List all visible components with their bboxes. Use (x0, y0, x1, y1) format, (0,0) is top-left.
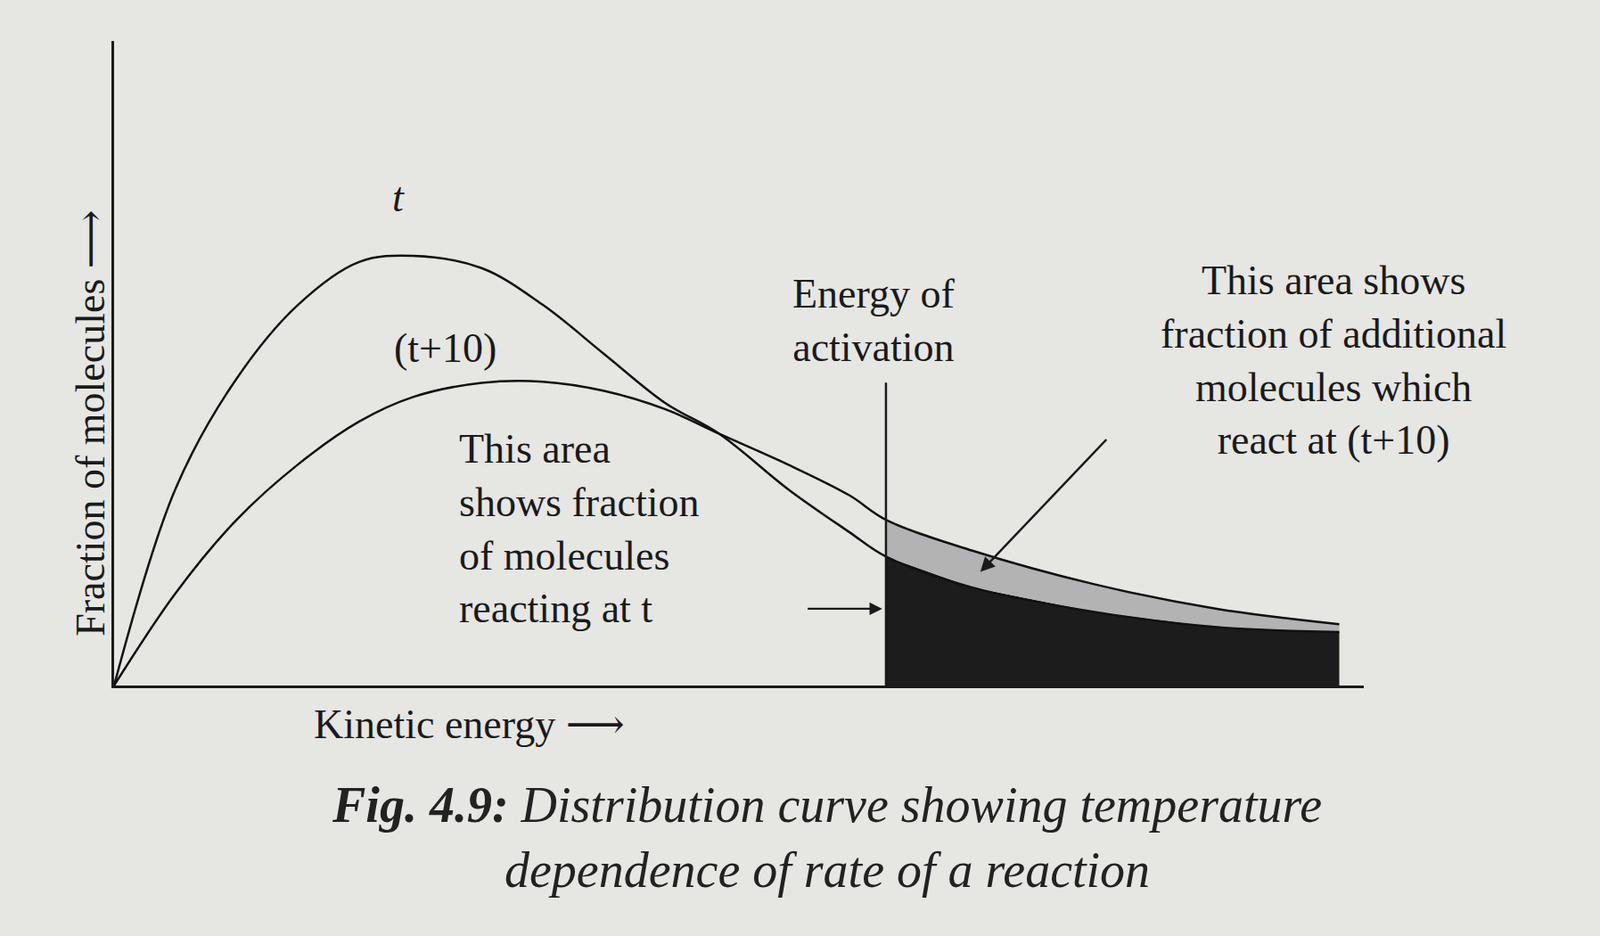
svg-text:This area showsfraction of add: This area showsfraction of additionalmol… (1160, 257, 1507, 463)
svg-text:t: t (392, 174, 405, 221)
svg-text:Kinetic energy ⟶: Kinetic energy ⟶ (313, 701, 625, 747)
svg-text:Fig. 4.9: Distribution curve s: Fig. 4.9: Distribution curve showing tem… (331, 777, 1322, 898)
svg-text:Energy ofactivation: Energy ofactivation (792, 270, 956, 370)
svg-text:This areashows fractionof mole: This areashows fractionof moleculesreact… (459, 426, 700, 632)
svg-text:(t+10): (t+10) (393, 325, 497, 371)
svg-text:Fraction of molecules ⟶: Fraction of molecules ⟶ (67, 209, 114, 637)
